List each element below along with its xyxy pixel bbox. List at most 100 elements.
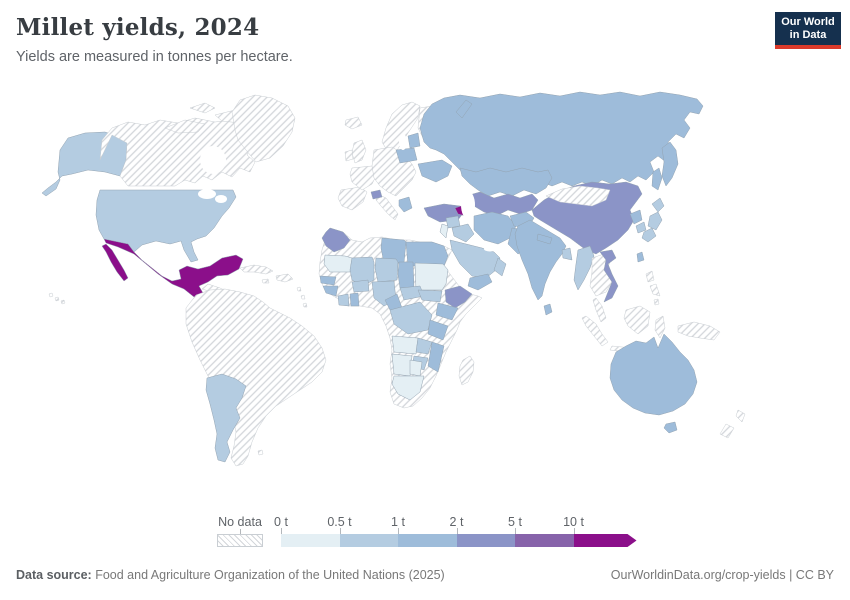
legend-bin-3[interactable] bbox=[456, 534, 515, 547]
country-caribbean-islands[interactable] bbox=[297, 287, 307, 307]
country-baja-california[interactable] bbox=[102, 244, 128, 281]
country-hispaniola[interactable] bbox=[276, 274, 293, 282]
country-ukraine[interactable] bbox=[418, 160, 452, 182]
legend-bin-5[interactable] bbox=[574, 534, 637, 547]
country-united-states[interactable] bbox=[96, 190, 236, 262]
country-nepal[interactable] bbox=[537, 234, 552, 244]
legend-bar: 0 t 0.5 t 1 t 2 t 5 t 10 t bbox=[274, 515, 641, 547]
country-burkina-faso[interactable] bbox=[352, 280, 369, 292]
country-senegal[interactable] bbox=[320, 276, 336, 285]
country-south-sudan[interactable] bbox=[418, 290, 442, 302]
country-falkland-islands[interactable] bbox=[258, 450, 263, 455]
country-sri-lanka[interactable] bbox=[544, 304, 552, 315]
country-zambia[interactable] bbox=[416, 338, 432, 354]
country-south-korea[interactable] bbox=[636, 222, 646, 233]
country-new-guinea[interactable] bbox=[678, 322, 720, 340]
caspian-sea bbox=[461, 191, 475, 219]
legend-tick-4 bbox=[515, 528, 516, 534]
great-lakes-east bbox=[215, 195, 227, 203]
country-madagascar[interactable] bbox=[459, 356, 474, 385]
country-mexico[interactable] bbox=[104, 239, 243, 297]
country-vietnam[interactable] bbox=[600, 250, 618, 302]
persian-gulf bbox=[484, 246, 496, 252]
legend-bin-0[interactable] bbox=[281, 534, 340, 547]
country-greenland[interactable] bbox=[232, 95, 295, 162]
country-ireland[interactable] bbox=[345, 150, 353, 161]
country-bangladesh[interactable] bbox=[562, 248, 572, 260]
country-alaska[interactable] bbox=[42, 132, 127, 196]
country-japan[interactable] bbox=[642, 198, 664, 242]
country-dr-congo[interactable] bbox=[390, 302, 432, 334]
country-jordan-israel[interactable] bbox=[440, 224, 448, 238]
legend-bin-2[interactable] bbox=[398, 534, 457, 547]
country-canada[interactable] bbox=[100, 118, 266, 186]
country-jamaica[interactable] bbox=[262, 279, 269, 283]
country-malay-peninsula[interactable] bbox=[593, 298, 606, 322]
data-source-note: Data source: Food and Agriculture Organi… bbox=[16, 568, 445, 582]
footer-link[interactable]: OurWorldinData.org/crop-yields | CC BY bbox=[610, 568, 834, 582]
country-switzerland[interactable] bbox=[371, 190, 382, 199]
country-ethiopia[interactable] bbox=[445, 286, 472, 308]
country-new-zealand[interactable] bbox=[720, 410, 745, 438]
country-chad[interactable] bbox=[398, 262, 414, 288]
legend-label-3: 2 t bbox=[449, 515, 464, 529]
legend-tick-3 bbox=[456, 528, 458, 534]
country-cuba[interactable] bbox=[240, 265, 273, 274]
country-novaya-zemlya[interactable] bbox=[456, 100, 472, 118]
country-iraq[interactable] bbox=[452, 224, 474, 242]
legend-no-data-tick bbox=[240, 529, 241, 534]
country-argentina[interactable] bbox=[206, 374, 246, 462]
country-botswana[interactable] bbox=[410, 360, 422, 376]
legend-no-data-label: No data bbox=[218, 515, 262, 529]
legend-tick-2 bbox=[398, 528, 399, 534]
legend-label-0: 0 t bbox=[274, 515, 288, 529]
country-myanmar[interactable] bbox=[574, 246, 594, 290]
country-hawaii[interactable] bbox=[49, 293, 65, 304]
country-uganda-kenya[interactable] bbox=[436, 303, 458, 320]
country-north-korea[interactable] bbox=[630, 210, 642, 224]
country-guinea[interactable] bbox=[323, 286, 338, 296]
country-australia[interactable] bbox=[610, 334, 697, 415]
country-south-america[interactable] bbox=[186, 289, 326, 466]
country-niger[interactable] bbox=[375, 258, 398, 282]
country-angola[interactable] bbox=[392, 336, 418, 354]
country-tanzania[interactable] bbox=[428, 320, 448, 340]
country-namibia[interactable] bbox=[392, 354, 412, 376]
country-poland[interactable] bbox=[396, 148, 417, 163]
country-italy[interactable] bbox=[376, 194, 398, 220]
owid-logo-text: Our World in Data bbox=[781, 15, 835, 41]
country-tasmania[interactable] bbox=[664, 422, 677, 433]
country-kamchatka[interactable] bbox=[662, 142, 678, 186]
country-baltics[interactable] bbox=[408, 133, 420, 148]
country-kazakhstan[interactable] bbox=[460, 168, 552, 196]
country-saudi-arabia[interactable] bbox=[450, 240, 500, 278]
legend-no-data-swatch[interactable] bbox=[217, 534, 263, 547]
country-united-kingdom[interactable] bbox=[352, 140, 366, 163]
country-india[interactable] bbox=[515, 220, 566, 300]
country-mongolia[interactable] bbox=[546, 186, 610, 206]
country-mauritania[interactable] bbox=[324, 255, 352, 272]
great-lakes bbox=[198, 189, 216, 199]
country-ivory-coast[interactable] bbox=[338, 294, 349, 306]
country-greece[interactable] bbox=[399, 197, 412, 212]
legend-bin-4[interactable] bbox=[515, 534, 574, 547]
country-iceland[interactable] bbox=[345, 117, 362, 129]
country-yemen[interactable] bbox=[468, 274, 492, 290]
country-iberia[interactable] bbox=[338, 187, 367, 210]
legend-bin-1[interactable] bbox=[339, 534, 398, 547]
country-sakhalin[interactable] bbox=[652, 168, 662, 190]
country-south-africa[interactable] bbox=[392, 376, 424, 400]
country-morocco[interactable] bbox=[322, 228, 350, 252]
country-oman[interactable] bbox=[494, 258, 506, 276]
country-mozambique[interactable] bbox=[428, 342, 444, 372]
baltic-sea bbox=[399, 134, 407, 150]
country-taiwan[interactable] bbox=[637, 252, 644, 262]
country-ghana[interactable] bbox=[350, 293, 359, 306]
chart-header: Millet yields, 2024 Yields are measured … bbox=[16, 14, 293, 65]
owid-logo[interactable]: Our World in Data bbox=[775, 12, 841, 49]
country-central-asia[interactable] bbox=[466, 192, 538, 216]
country-philippines[interactable] bbox=[646, 271, 660, 305]
